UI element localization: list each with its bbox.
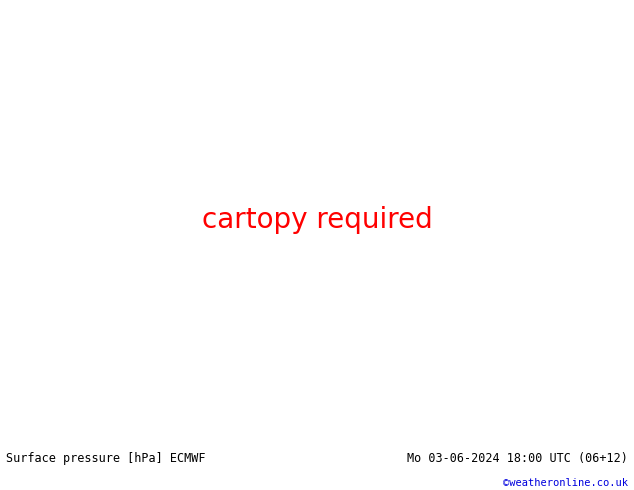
Text: ©weatheronline.co.uk: ©weatheronline.co.uk: [503, 478, 628, 488]
Text: Mo 03-06-2024 18:00 UTC (06+12): Mo 03-06-2024 18:00 UTC (06+12): [407, 452, 628, 465]
Text: cartopy required: cartopy required: [202, 206, 432, 235]
Text: Surface pressure [hPa] ECMWF: Surface pressure [hPa] ECMWF: [6, 452, 206, 465]
